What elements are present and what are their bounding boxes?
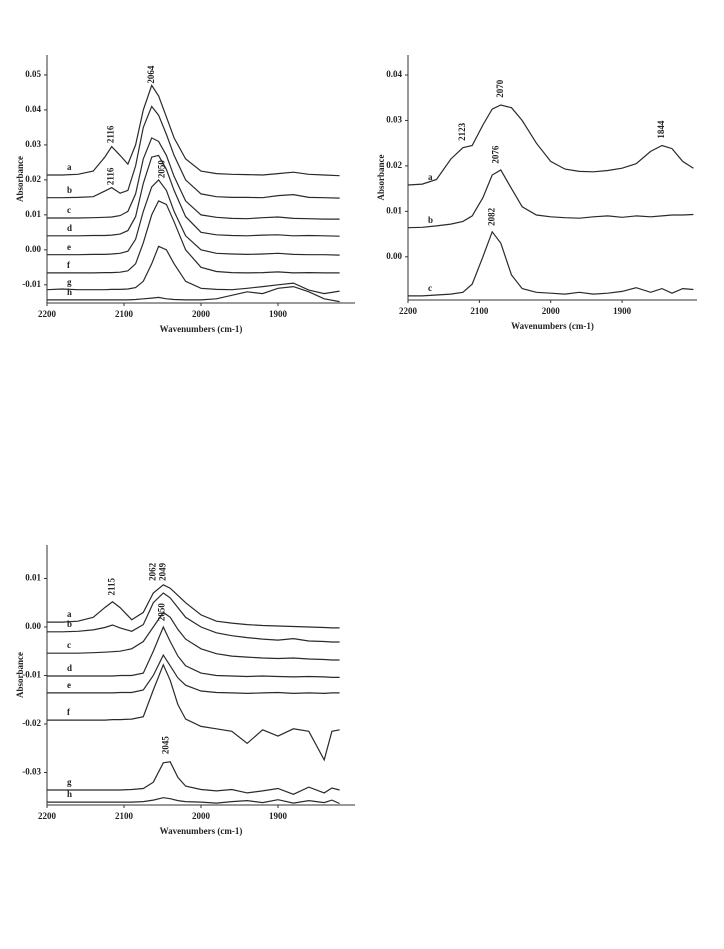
spectrum-line [47,663,340,762]
y-tick-label: -0.01 [22,670,41,680]
x-tick-label: 1900 [613,306,632,316]
spectrum-line [47,84,340,177]
spectrum-line [407,104,694,186]
spectrum-chart: 0.05 0.04 0.03 0.02 0.01 0.00 -0.01 2200 2100 200… [15,55,355,334]
spectrum-line [47,584,340,629]
series-label: e [67,242,71,252]
series-label: h [67,789,72,799]
series-label: f [67,707,71,717]
series-label: a [67,609,72,619]
y-tick-label: 0.00 [25,621,41,631]
x-tick-label: 2100 [115,309,134,319]
peak-annotation: 2082 [486,207,496,226]
spectrum-chart: 0.01 0.00 -0.01 -0.02 -0.03 2200 2100 2000 1900 W… [15,545,355,836]
spectrum-line [47,285,340,303]
peak-annotation: 2050 [157,160,167,179]
y-tick-label: 0.01 [386,205,402,215]
y-tick-label: -0.03 [22,767,41,777]
peak-annotation: 2062 [147,562,157,581]
spectrum-line [46,245,340,295]
peak-annotation: 2045 [160,736,170,755]
series-label: c [67,640,71,650]
y-tick-label: -0.02 [22,718,41,728]
x-axis-title: Wavenumbers (cm-1) [511,321,594,331]
y-axis-title: Absorbance [15,652,25,698]
series-label: b [428,215,433,225]
x-tick-label: 2200 [38,309,57,319]
y-axis-title: Absorbance [15,156,25,202]
series-label: h [67,287,72,297]
x-tick-label: 2000 [542,306,561,316]
peak-annotation: 2116 [106,125,116,143]
y-tick-label: 0.02 [386,160,402,170]
peak-annotation: 2049 [157,562,167,581]
peak-annotation: 2050 [157,603,167,622]
spectrum-line [407,169,694,229]
spectrum-line [47,105,340,199]
peak-annotation: 2064 [146,65,156,84]
spectrum-line [47,592,340,643]
x-tick-label: 2200 [38,811,57,821]
series-label: c [428,283,432,293]
series-label: g [67,277,72,287]
x-tick-label: 2000 [192,811,211,821]
spectrum-line [47,797,340,805]
y-tick-label: 0.01 [25,573,41,583]
spectrum-line [47,653,340,695]
spectrum-line [408,230,694,297]
series-label: f [67,260,71,270]
series-label: g [67,777,72,787]
y-tick-label: -0.01 [22,279,41,289]
y-tick-label: 0.03 [25,139,41,149]
spectrum-line [47,178,340,256]
x-tick-label: 2200 [399,306,418,316]
spectrum-line [47,137,340,220]
series-label: d [67,663,72,673]
x-tick-label: 2000 [192,309,211,319]
series-label: a [67,162,72,172]
y-axis-title: Absorbance [376,154,386,200]
x-tick-label: 2100 [470,306,489,316]
spectrum-line [47,200,340,274]
spectrum-line [47,154,340,237]
peak-annotation: 2116 [106,167,116,185]
peak-annotation: 1844 [656,120,666,139]
series-label: a [428,172,433,182]
y-tick-label: 0.00 [25,244,41,254]
peak-annotation: 2123 [457,122,467,141]
x-axis-title: Wavenumbers (cm-1) [160,826,243,836]
x-tick-label: 2100 [115,811,134,821]
spectrum-line [47,625,340,678]
peak-annotation: 2076 [491,145,501,164]
series-label: e [67,680,71,690]
spectrum-chart: 0.04 0.03 0.02 0.01 0.00 2200 2100 2000 1900 Wave… [376,55,697,331]
series-label: b [67,185,72,195]
x-axis-title: Wavenumbers (cm-1) [160,324,243,334]
peak-annotation: 2115 [107,577,117,595]
y-tick-label: 0.00 [386,251,402,261]
series-label: b [67,619,72,629]
y-tick-label: 0.04 [25,104,41,114]
y-tick-label: 0.03 [386,115,402,125]
y-tick-label: 0.01 [25,209,41,219]
y-tick-label: 0.04 [386,69,402,79]
y-tick-label: 0.05 [25,69,41,79]
series-label: d [67,223,72,233]
x-tick-label: 1900 [269,309,288,319]
peak-annotation: 2070 [495,79,505,98]
spectrum-line [47,761,340,795]
spectrum-line [47,611,340,661]
series-label: c [67,205,71,215]
y-tick-label: 0.02 [25,174,41,184]
x-tick-label: 1900 [269,811,288,821]
